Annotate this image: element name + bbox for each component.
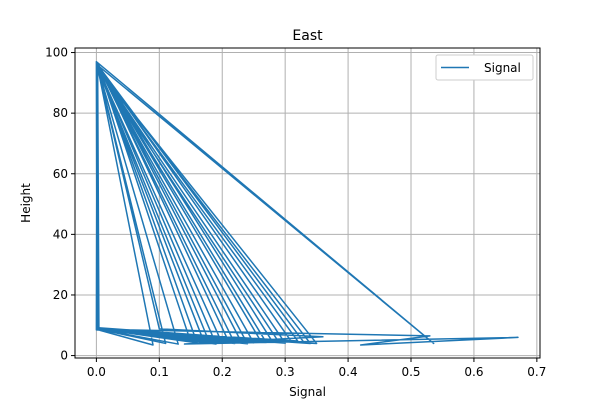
x-tick-label: 0.0	[87, 365, 106, 379]
x-tick-label: 0.2	[213, 365, 232, 379]
x-tick-label: 0.4	[339, 365, 358, 379]
legend: Signal	[435, 54, 534, 81]
y-tick-label: 80	[53, 106, 68, 120]
y-axis-label: Height	[19, 183, 33, 223]
axes-frame	[74, 47, 541, 359]
x-axis-ticks: 0.0 0.1 0.2 0.3 0.4 0.5 0.6 0.7	[87, 358, 546, 379]
x-tick-label: 0.6	[464, 365, 483, 379]
y-tick-label: 0	[60, 349, 68, 363]
chart-title: East	[292, 28, 323, 44]
x-tick-label: 0.7	[527, 365, 546, 379]
x-tick-label: 0.5	[401, 365, 420, 379]
legend-label-signal: Signal	[484, 61, 521, 75]
y-axis-ticks: 0 20 40 60 80 100	[45, 46, 75, 363]
legend-box	[435, 54, 534, 81]
y-tick-label: 60	[53, 167, 68, 181]
plot-area	[95, 60, 519, 346]
y-tick-label: 100	[45, 46, 68, 60]
x-tick-label: 0.3	[276, 365, 295, 379]
series-line-signal	[95, 60, 519, 346]
y-tick-label: 40	[53, 227, 68, 241]
y-tick-label: 20	[53, 288, 68, 302]
grid	[75, 48, 540, 358]
x-axis-label: Signal	[289, 385, 326, 399]
x-tick-label: 0.1	[150, 365, 169, 379]
